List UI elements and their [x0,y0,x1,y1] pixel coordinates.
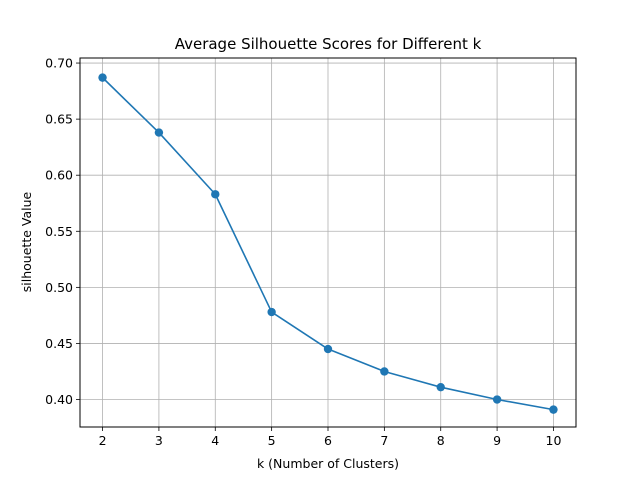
x-tick-label: 5 [268,433,276,448]
y-tick-label: 0.55 [45,224,73,239]
x-tick-label: 10 [546,433,562,448]
data-point [380,367,389,376]
y-tick-label: 0.45 [45,336,73,351]
data-point [211,190,220,199]
data-point [549,405,558,414]
x-tick-label: 7 [380,433,388,448]
data-point [98,73,107,82]
x-axis-ticks: 2 3 4 5 6 7 8 9 10 [99,427,562,448]
y-axis-ticks: 0.40 0.45 0.50 0.55 0.60 0.65 0.70 [45,56,80,407]
x-tick-label: 9 [493,433,501,448]
data-point [436,382,445,392]
y-tick-label: 0.60 [45,168,73,183]
y-tick-label: 0.50 [45,280,73,295]
x-tick-label: 2 [99,433,107,448]
y-axis-label: silhouette Value [19,191,34,292]
x-tick-label: 3 [155,433,163,448]
x-tick-label: 6 [324,433,332,448]
x-tick-label: 8 [437,433,445,448]
chart-title: Average Silhouette Scores for Different … [175,35,482,53]
y-tick-label: 0.70 [45,56,73,71]
x-tick-label: 4 [211,433,219,448]
y-tick-label: 0.65 [45,112,73,127]
series-layer [98,73,558,414]
data-point [267,307,276,317]
data-point [154,128,164,137]
data-point [492,395,502,404]
y-tick-label: 0.40 [45,392,73,407]
data-point [323,344,333,354]
x-axis-label: k (Number of Clusters) [257,456,399,471]
